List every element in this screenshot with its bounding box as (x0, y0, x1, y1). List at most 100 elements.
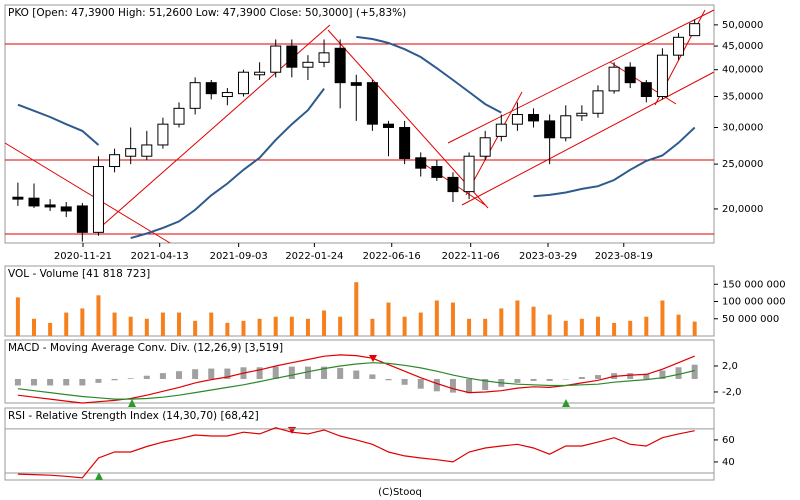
bar (256, 367, 263, 379)
trend-line (465, 91, 523, 196)
bar (562, 378, 569, 380)
line (533, 126, 696, 198)
candle-body (28, 197, 40, 207)
y-tick-label: 45,0000 (722, 41, 763, 52)
candle-body (60, 206, 72, 212)
y-tick-label: 20,0000 (722, 204, 763, 215)
bar (273, 316, 278, 336)
candle-body (350, 82, 362, 86)
bar (192, 369, 199, 379)
candle-body (576, 112, 588, 117)
candle-body (12, 196, 24, 200)
panel-marks: -2,0 2,0 (14, 354, 742, 404)
bar (676, 314, 681, 336)
candle-body (270, 45, 282, 73)
buy-signal (562, 399, 570, 407)
bar (79, 378, 86, 386)
candle-body (447, 176, 459, 193)
y-tick-label: 50 000 000 (722, 314, 779, 325)
bar (31, 378, 38, 386)
candle-body (334, 47, 346, 84)
candle-body (560, 115, 572, 139)
bar (338, 316, 343, 336)
bar (208, 368, 215, 379)
x-tick-label: 2023-03-29 (519, 251, 577, 262)
candle-body (608, 66, 620, 92)
x-tick-label: 2021-09-03 (210, 251, 268, 262)
bar (289, 316, 294, 336)
bar (48, 322, 53, 336)
bar (659, 370, 666, 379)
bar (418, 312, 423, 336)
y-tick-label: 40,0000 (722, 65, 763, 76)
candle-body (592, 90, 604, 114)
candle-body (656, 54, 668, 98)
candle-body (399, 126, 411, 160)
candle-body (366, 82, 378, 125)
bar (594, 375, 601, 379)
bar (32, 318, 37, 336)
bar (579, 318, 584, 336)
candle-body (221, 92, 233, 98)
bar (305, 318, 310, 336)
candle-body (205, 82, 217, 95)
bar (450, 302, 455, 336)
candle-body (544, 120, 556, 139)
bar (692, 321, 697, 336)
trend-line (447, 9, 715, 144)
bar (660, 300, 665, 336)
footer: (C)Stooq (378, 487, 422, 498)
bar (643, 373, 650, 379)
candle-body (689, 23, 701, 37)
bar (288, 366, 295, 379)
bar (176, 371, 183, 379)
candle-body (415, 157, 427, 169)
line (17, 427, 695, 479)
bar (482, 378, 489, 391)
candle-body (125, 148, 137, 157)
x-tick-label: 2020-11-21 (54, 251, 112, 262)
macd-panel (4, 339, 715, 404)
y-tick-label: 30,0000 (722, 122, 763, 133)
bar (691, 364, 698, 379)
candle-body (673, 36, 685, 56)
bar (272, 366, 279, 379)
bar (369, 374, 376, 379)
line (17, 362, 695, 400)
candle-body (624, 66, 636, 84)
bar (466, 378, 473, 394)
panel-marks: 50 000 000 100 000 000 150 000 000 (15, 279, 786, 336)
bar (499, 308, 504, 336)
bar (209, 312, 214, 336)
bar (628, 320, 633, 336)
candle-body (463, 155, 475, 193)
bar (675, 367, 682, 379)
bar (224, 368, 231, 379)
candle-body (173, 107, 185, 125)
bar (193, 320, 198, 336)
candle-body (640, 82, 652, 98)
bar (547, 314, 552, 336)
bar (417, 378, 424, 389)
candle-body (511, 114, 523, 125)
x-tick-label: 2022-06-16 (363, 251, 421, 262)
candle-body (254, 71, 266, 76)
panel-title: PKO [Open: 47,3900 High: 51,2600 Low: 47… (8, 7, 406, 19)
bar (47, 378, 54, 386)
bar (127, 378, 134, 379)
candle-body (528, 114, 540, 122)
bar (128, 316, 133, 336)
candle-body (286, 45, 298, 68)
bar (111, 378, 118, 381)
bar (96, 295, 101, 336)
bar (159, 373, 166, 379)
bar (241, 320, 246, 336)
panel-marks: 40 60 (5, 427, 735, 479)
bar (322, 310, 327, 336)
y-tick-label: -2,0 (722, 387, 742, 398)
bar (514, 378, 521, 383)
panel-marks: 20,0000 25,0000 30,0000 35,0000 40,0000 45,00… (12, 20, 763, 262)
bar (354, 282, 359, 336)
bar (80, 308, 85, 336)
